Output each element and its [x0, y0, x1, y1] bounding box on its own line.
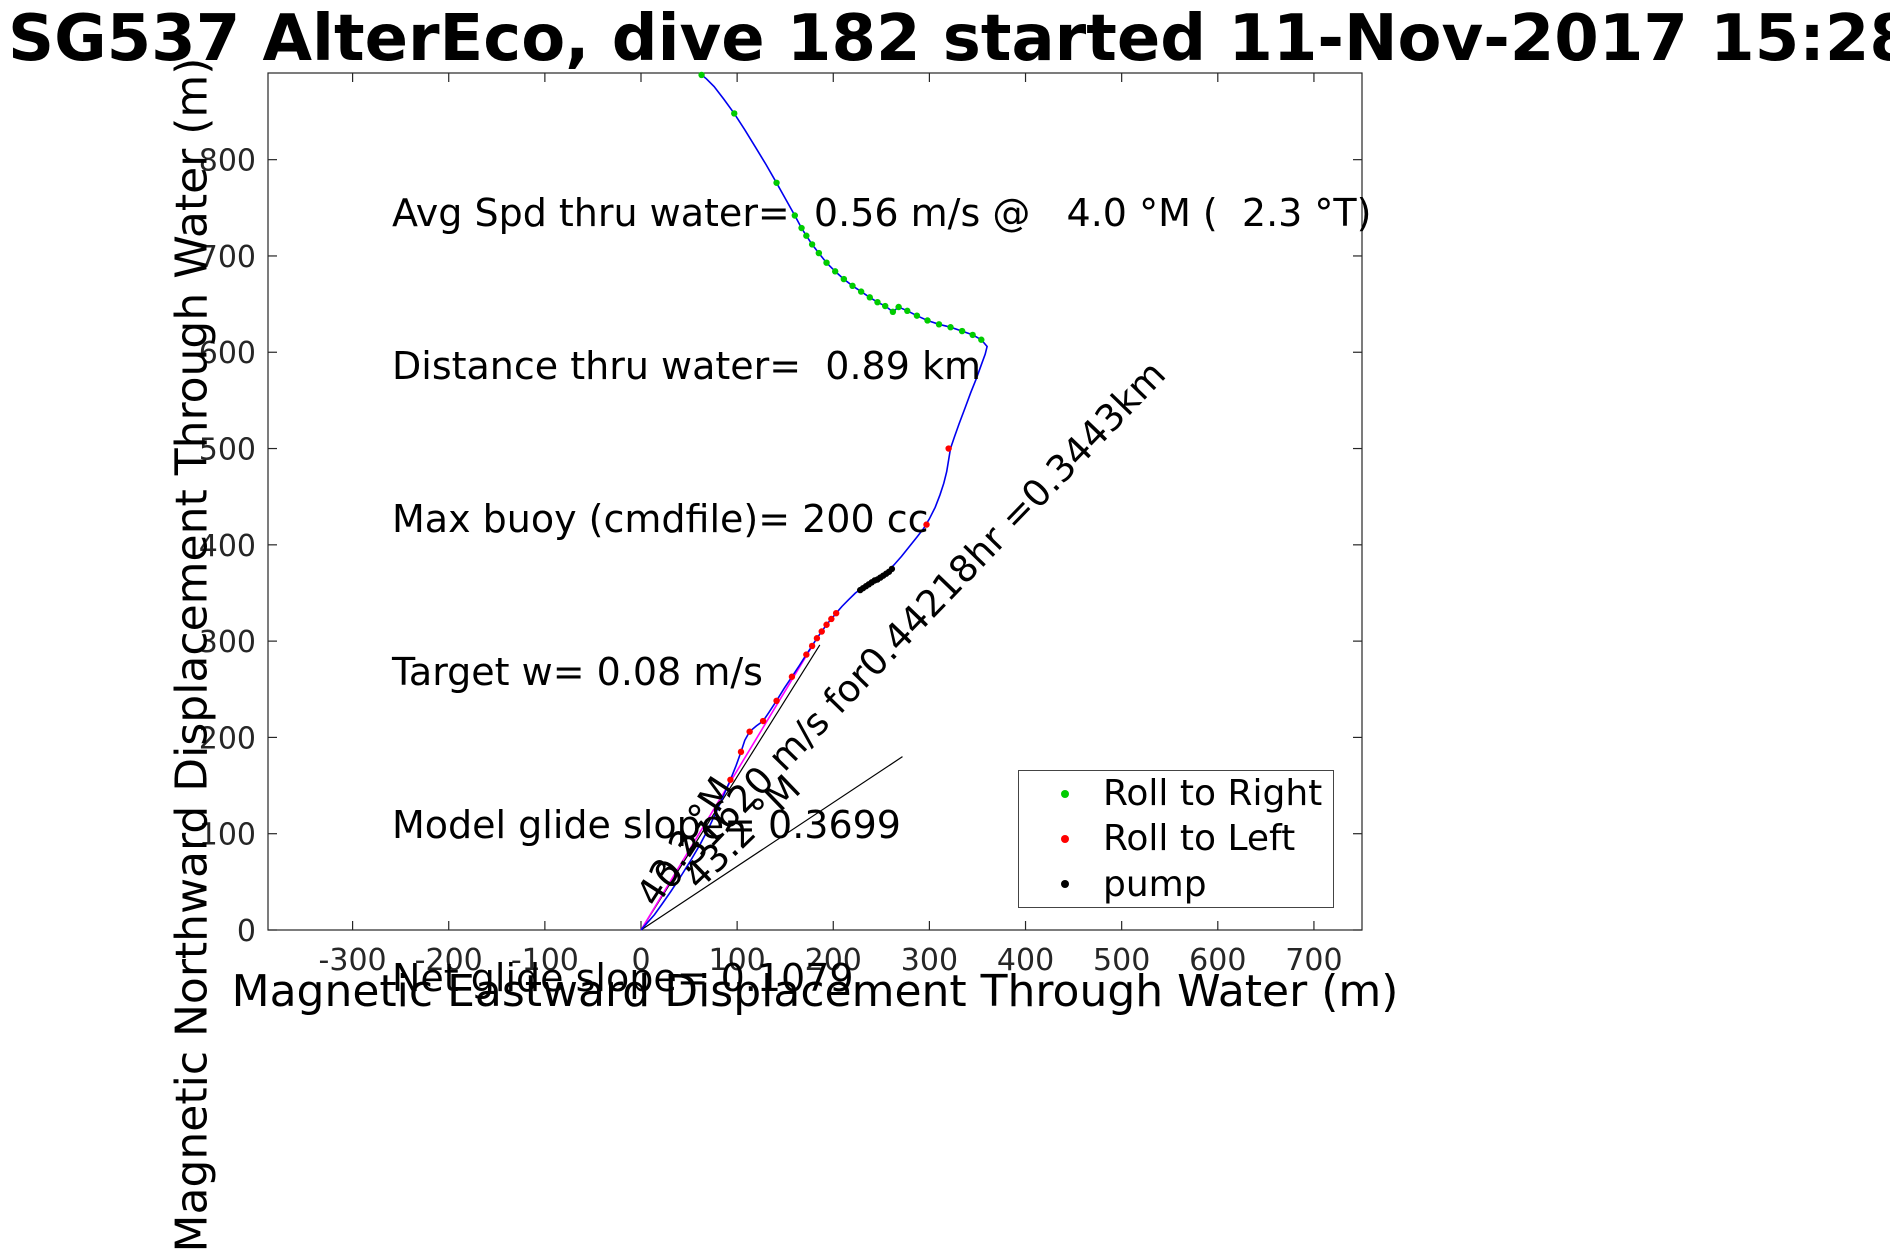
legend-label-pump: pump	[1103, 863, 1207, 905]
roll-right-marker	[947, 324, 954, 331]
roll-left-marker	[828, 615, 835, 623]
roll-right-marker	[881, 302, 889, 310]
x-tick-label: 700	[1285, 943, 1342, 978]
roll-right-marker	[969, 331, 976, 339]
x-tick-label: 400	[997, 943, 1054, 978]
y-tick-label: 300	[199, 625, 256, 660]
roll-right-marker	[857, 288, 865, 295]
roll-left-marker-icon	[1061, 834, 1069, 843]
info-line-model-glide-slope: Model glide slope= 0.3699	[392, 803, 901, 847]
y-axis-label: Magnetic Northward Displacement Through …	[166, 57, 218, 1253]
y-tick-label: 100	[199, 818, 256, 853]
pump-marker-icon	[1061, 880, 1069, 889]
pump-marker	[888, 565, 896, 573]
figure-title: SG537 AlterEco, dive 182 started 11-Nov-…	[8, 2, 1890, 76]
roll-right-marker	[815, 249, 823, 257]
roll-right-marker	[924, 317, 931, 324]
x-tick-label: -100	[511, 943, 579, 978]
roll-left-marker	[803, 651, 810, 658]
roll-left-marker	[813, 635, 821, 642]
roll-right-marker	[831, 268, 839, 275]
roll-left-marker	[773, 697, 780, 705]
roll-right-marker	[904, 307, 911, 315]
roll-right-marker	[823, 259, 830, 266]
y-tick-label: 600	[199, 336, 256, 371]
x-tick-label: 0	[631, 943, 650, 978]
roll-right-marker	[773, 179, 780, 186]
roll-right-marker	[935, 321, 943, 328]
roll-right-marker	[978, 336, 985, 343]
y-tick-label: 800	[199, 144, 256, 179]
info-line-avg-speed: Avg Spd thru water= 0.56 m/s @ 4.0 °M ( …	[392, 191, 1372, 235]
roll-right-marker	[698, 71, 705, 79]
dive-info-block: Avg Spd thru water= 0.56 m/s @ 4.0 °M ( …	[392, 86, 1371, 1106]
x-tick-label: -200	[415, 943, 483, 978]
legend-item-roll-right: Roll to Right	[1019, 773, 1333, 814]
info-line-distance: Distance thru water= 0.89 km	[392, 344, 981, 388]
bearing-line	[640, 756, 903, 931]
x-tick-label: -300	[319, 943, 387, 978]
roll-left-marker	[818, 628, 825, 635]
info-line-net-glide-slope: Net glide slope= 0.1079	[392, 956, 854, 1000]
roll-left-marker	[808, 642, 816, 650]
roll-left-marker	[746, 728, 753, 735]
roll-right-marker	[874, 298, 881, 306]
legend-label-roll-right: Roll to Right	[1103, 773, 1323, 815]
roll-right-marker	[840, 275, 848, 283]
y-tick-label: 500	[199, 433, 256, 468]
legend: Roll to Right Roll to Left pump	[1018, 770, 1334, 908]
roll-right-marker	[889, 308, 897, 316]
roll-right-marker	[791, 212, 799, 219]
x-tick-label: 600	[1189, 943, 1246, 978]
info-line-target-w: Target w= 0.08 m/s	[392, 650, 763, 694]
legend-label-roll-left: Roll to Left	[1103, 818, 1296, 860]
x-tick-label: 500	[1093, 943, 1150, 978]
y-tick-label: 200	[199, 721, 256, 756]
roll-right-marker	[958, 327, 966, 335]
y-tick-label: 400	[199, 529, 256, 564]
roll-right-marker	[798, 224, 805, 232]
roll-left-marker	[737, 748, 745, 756]
roll-left-marker	[759, 717, 767, 725]
roll-right-marker	[866, 294, 873, 301]
x-tick-label: 300	[901, 943, 958, 978]
roll-right-marker	[803, 232, 810, 239]
roll-right-marker	[895, 303, 902, 311]
y-tick-label: 700	[199, 240, 256, 275]
x-tick-label: 200	[805, 943, 862, 978]
roll-right-marker	[731, 110, 738, 117]
roll-left-marker	[727, 776, 734, 783]
info-line-max-buoy: Max buoy (cmdfile)= 200 cc	[392, 497, 929, 541]
roll-left-marker	[832, 609, 840, 617]
roll-left-marker	[945, 445, 952, 452]
roll-right-marker	[808, 241, 816, 248]
roll-right-marker	[849, 282, 856, 290]
roll-left-marker	[823, 621, 830, 628]
x-tick-label: 100	[708, 943, 765, 978]
legend-item-pump: pump	[1019, 864, 1333, 905]
roll-left-marker	[788, 673, 796, 680]
x-axis-label: Magnetic Eastward Displacement Through W…	[231, 966, 1399, 1017]
roll-left-marker	[923, 521, 930, 528]
roll-right-marker	[913, 312, 921, 319]
plot-box	[267, 72, 1363, 931]
bearing-line	[640, 644, 821, 931]
y-tick-label: 0	[237, 914, 256, 949]
legend-item-roll-left: Roll to Left	[1019, 818, 1333, 859]
roll-right-marker-icon	[1061, 789, 1069, 798]
